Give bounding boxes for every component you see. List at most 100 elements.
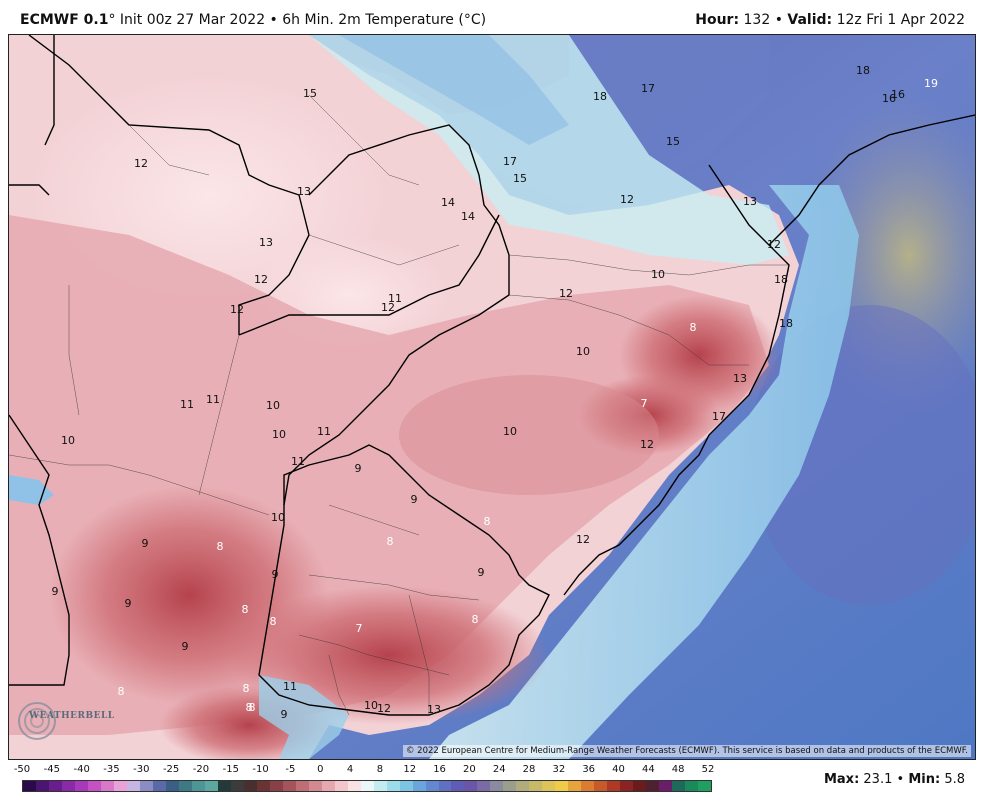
colorbar: -50 -45 -40 -35 -30 -25 -20 -15 -10 -5 0 4 8 12 16 20 24… — [12, 764, 715, 804]
colorbar-swatch — [74, 781, 88, 791]
temp-label: 9 — [182, 640, 189, 653]
temp-label: 18 — [779, 317, 793, 330]
temp-label: 8 — [484, 515, 491, 528]
mild-core-center — [399, 375, 659, 495]
colorbar-tick-label: -25 — [162, 764, 180, 775]
temp-label: 8 — [387, 535, 394, 548]
colorbar-swatch — [542, 781, 556, 791]
colorbar-swatch — [282, 781, 296, 791]
max-min-stats: Max: 23.1 • Min: 5.8 — [824, 772, 965, 787]
temp-label: 8 — [243, 682, 250, 695]
temp-label: 9 — [281, 708, 288, 721]
colorbar-swatch — [438, 781, 452, 791]
colorbar-tick-label: -30 — [133, 764, 150, 775]
colorbar-tick-label: -45 — [43, 764, 60, 775]
colorbar-swatch — [399, 781, 413, 791]
colorbar-swatch — [672, 781, 686, 791]
colorbar-swatch — [269, 781, 283, 791]
colorbar-gradient — [22, 780, 712, 792]
temp-label: 12 — [640, 438, 654, 451]
temp-label: 8 — [118, 685, 125, 698]
colorbar-swatch — [412, 781, 426, 791]
cool-land-core — [339, 35, 569, 145]
colorbar-tick-label: -5 — [285, 764, 296, 775]
colorbar-swatch — [477, 781, 491, 791]
temp-label: 9 — [355, 462, 362, 475]
temp-label: 8 — [249, 701, 256, 714]
colorbar-swatch — [113, 781, 127, 791]
colorbar-tick-label: 48 — [671, 764, 685, 775]
colorbar-swatch — [633, 781, 647, 791]
colorbar-tick-label: 20 — [463, 764, 476, 775]
valid-time: Hour: 132 • Valid: 12z Fri 1 Apr 2022 — [695, 12, 965, 28]
temp-label: 18 — [774, 273, 788, 286]
temp-label: 13 — [297, 185, 311, 198]
cool-land-north — [309, 35, 789, 265]
colorbar-swatch — [334, 781, 348, 791]
temp-label: 8 — [690, 321, 697, 334]
hour-label: Hour: — [695, 12, 740, 28]
colorbar-swatch — [139, 781, 153, 791]
colorbar-swatch — [464, 781, 478, 791]
colorbar-swatch — [308, 781, 322, 791]
temp-label: 15 — [513, 172, 527, 185]
temp-label: 10 — [271, 511, 285, 524]
colorbar-swatch — [48, 781, 62, 791]
logo-text: WEATHERBELL — [29, 711, 115, 721]
colorbar-tick-label: -20 — [192, 764, 210, 775]
map-title: ECMWF 0.1° Init 00z 27 Mar 2022 • 6h Min… — [20, 12, 486, 28]
init-info: ° Init 00z 27 Mar 2022 • 6h Min. 2m Temp… — [108, 12, 487, 28]
temp-label: 12 — [254, 273, 268, 286]
temp-label: 11 — [206, 393, 220, 406]
temp-label: 12 — [377, 702, 391, 715]
temp-label: 14 — [461, 210, 475, 223]
temp-label: 16 — [891, 88, 905, 101]
temp-label: 10 — [364, 699, 378, 712]
temp-label: 13 — [427, 703, 441, 716]
colorbar-swatch — [165, 781, 179, 791]
colorbar-swatch — [360, 781, 374, 791]
temp-label: 7 — [641, 397, 648, 410]
temperature-map[interactable]: 15 18 17 18 16 16 19 12 17 15 15 13 14 14 12 13 13 12 12 10… — [8, 34, 976, 760]
colorbar-swatch — [685, 781, 699, 791]
temp-label: 13 — [259, 236, 273, 249]
hour-value: 132 — [743, 12, 771, 28]
temp-label: 15 — [303, 87, 317, 100]
lake-west — [9, 475, 54, 505]
colorbar-swatch — [529, 781, 543, 791]
temp-label: 12 — [134, 157, 148, 170]
colorbar-tick-label: 36 — [582, 764, 596, 775]
temp-label: 13 — [733, 372, 747, 385]
colorbar-tick-label: 52 — [701, 764, 715, 775]
temp-label: 9 — [52, 585, 59, 598]
temp-label: 9 — [478, 566, 485, 579]
colorbar-swatch — [35, 781, 49, 791]
temp-label: 10 — [266, 399, 280, 412]
temp-label: 8 — [270, 615, 277, 628]
temp-label: 11 — [291, 455, 305, 468]
colorbar-swatch — [321, 781, 335, 791]
temp-label: 9 — [411, 493, 418, 506]
colorbar-swatch — [23, 781, 36, 791]
temp-label: 12 — [559, 287, 573, 300]
colorbar-tick-label: -15 — [222, 764, 239, 775]
colorbar-swatch — [386, 781, 400, 791]
colorbar-tick-label: 32 — [552, 764, 566, 775]
temp-label: 11 — [180, 398, 194, 411]
temp-label: 12 — [620, 193, 634, 206]
temp-label: 9 — [125, 597, 132, 610]
colorbar-tick-label: 4 — [346, 764, 354, 775]
temp-label: 19 — [924, 77, 938, 90]
colorbar-swatch — [490, 781, 504, 791]
temp-label: 17 — [641, 82, 655, 95]
temp-label: 8 — [472, 613, 479, 626]
temp-label: 18 — [856, 64, 870, 77]
temp-label: 13 — [743, 195, 757, 208]
temp-label: 10 — [61, 434, 75, 447]
logo-swirl-icon — [18, 702, 56, 740]
bullet-separator: • — [774, 12, 783, 28]
state-borders — [9, 94, 789, 716]
colorbar-tick-label: -10 — [252, 764, 269, 775]
colorbar-swatch — [152, 781, 166, 791]
